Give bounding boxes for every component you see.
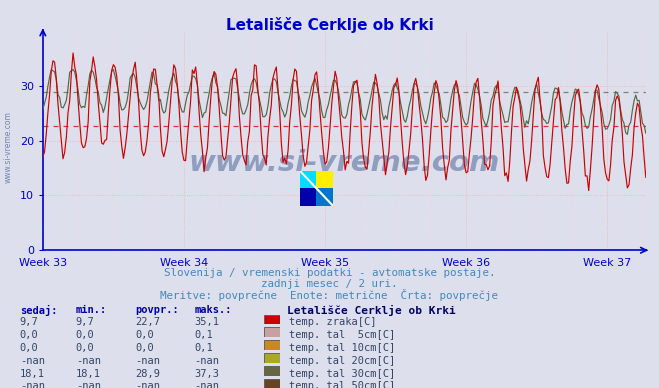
Text: 0,0: 0,0 [20,343,38,353]
Text: 35,1: 35,1 [194,317,219,327]
Text: sedaj:: sedaj: [20,305,57,315]
Text: -nan: -nan [194,381,219,388]
Text: Week 37: Week 37 [583,258,631,268]
Text: maks.:: maks.: [194,305,232,315]
Text: Slovenija / vremenski podatki - avtomatske postaje.: Slovenija / vremenski podatki - avtomats… [163,268,496,278]
Text: 0,1: 0,1 [194,343,213,353]
Text: temp. tal 30cm[C]: temp. tal 30cm[C] [289,369,395,379]
Text: -nan: -nan [20,356,45,366]
Text: Week 33: Week 33 [18,258,67,268]
Text: 0,1: 0,1 [194,330,213,340]
Text: povpr.:: povpr.: [135,305,179,315]
Text: 0,0: 0,0 [135,343,154,353]
Bar [316,171,333,188]
Text: 0,0: 0,0 [20,330,38,340]
Text: 9,7: 9,7 [20,317,38,327]
Text: 28,9: 28,9 [135,369,160,379]
Text: Meritve: povprečne  Enote: metrične  Črta: povprečje: Meritve: povprečne Enote: metrične Črta:… [161,289,498,301]
Bar [316,188,333,206]
Text: 0,0: 0,0 [76,330,94,340]
Text: 0,0: 0,0 [135,330,154,340]
Text: min.:: min.: [76,305,107,315]
Text: Letališče Cerklje ob Krki: Letališče Cerklje ob Krki [287,305,455,315]
Text: 18,1: 18,1 [76,369,101,379]
Text: zadnji mesec / 2 uri.: zadnji mesec / 2 uri. [261,279,398,289]
Text: -nan: -nan [20,381,45,388]
Text: www.si-vreme.com: www.si-vreme.com [188,149,500,177]
Text: -nan: -nan [76,381,101,388]
Text: temp. zraka[C]: temp. zraka[C] [289,317,376,327]
Text: Week 35: Week 35 [301,258,349,268]
Text: temp. tal 20cm[C]: temp. tal 20cm[C] [289,356,395,366]
Text: -nan: -nan [135,356,160,366]
Text: 0,0: 0,0 [76,343,94,353]
Text: 37,3: 37,3 [194,369,219,379]
Text: -nan: -nan [76,356,101,366]
Text: Week 36: Week 36 [442,258,490,268]
Text: -nan: -nan [194,356,219,366]
Text: temp. tal 10cm[C]: temp. tal 10cm[C] [289,343,395,353]
Text: -nan: -nan [135,381,160,388]
Text: 9,7: 9,7 [76,317,94,327]
Text: temp. tal  5cm[C]: temp. tal 5cm[C] [289,330,395,340]
Bar [300,188,316,206]
Text: temp. tal 50cm[C]: temp. tal 50cm[C] [289,381,395,388]
Text: 22,7: 22,7 [135,317,160,327]
Text: www.si-vreme.com: www.si-vreme.com [4,111,13,184]
Text: Week 34: Week 34 [159,258,208,268]
Bar [300,171,316,188]
Text: 18,1: 18,1 [20,369,45,379]
Text: Letališče Cerklje ob Krki: Letališče Cerklje ob Krki [225,17,434,33]
